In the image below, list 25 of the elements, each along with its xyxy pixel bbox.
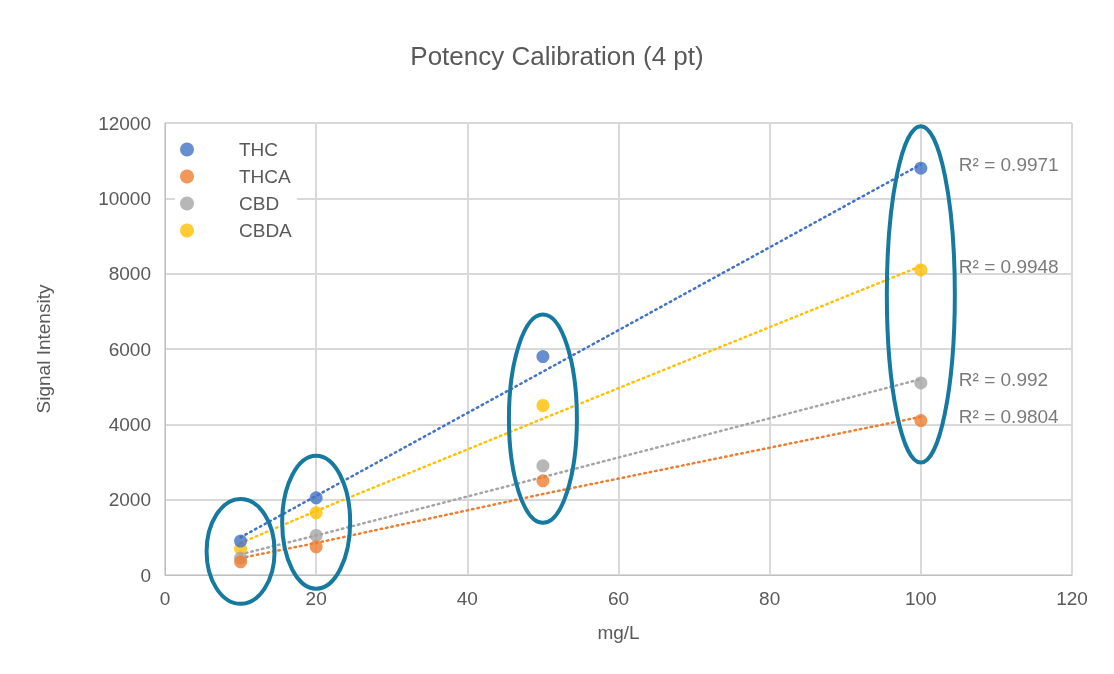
annotation: R² = 0.992 (958, 368, 1049, 390)
x-tick-label: 120 (1056, 588, 1088, 609)
y-tick-label: 8000 (108, 263, 151, 285)
y-tick-label: 2000 (108, 489, 151, 511)
x-tick-label: 20 (305, 588, 327, 609)
legend-label: CBDA (239, 220, 293, 241)
legend-label: CBD (239, 193, 280, 214)
chart-title: Potency Calibration (4 pt) (410, 41, 704, 71)
x-axis-title: mg/L (597, 622, 640, 643)
x-tick-label: 80 (759, 588, 781, 609)
y-tick-label: 12000 (98, 112, 151, 134)
annotation: R² = 0.9804 (958, 406, 1060, 428)
x-tick-label: 0 (159, 588, 171, 609)
y-tick-label: 10000 (98, 187, 151, 209)
y-axis-title: Signal Intensity (33, 284, 54, 414)
y-tick-label: 6000 (108, 338, 151, 360)
legend-label: THCA (239, 166, 292, 187)
x-tick-label: 40 (456, 588, 478, 609)
x-tick-label: 60 (607, 588, 630, 609)
x-tick-label: 100 (904, 588, 937, 609)
annotation: R² = 0.9948 (958, 255, 1059, 277)
y-tick-label: 0 (140, 564, 151, 586)
y-tick-label: 4000 (108, 413, 151, 435)
legend-label: THC (239, 139, 279, 160)
annotation: R² = 0.9971 (958, 153, 1059, 175)
